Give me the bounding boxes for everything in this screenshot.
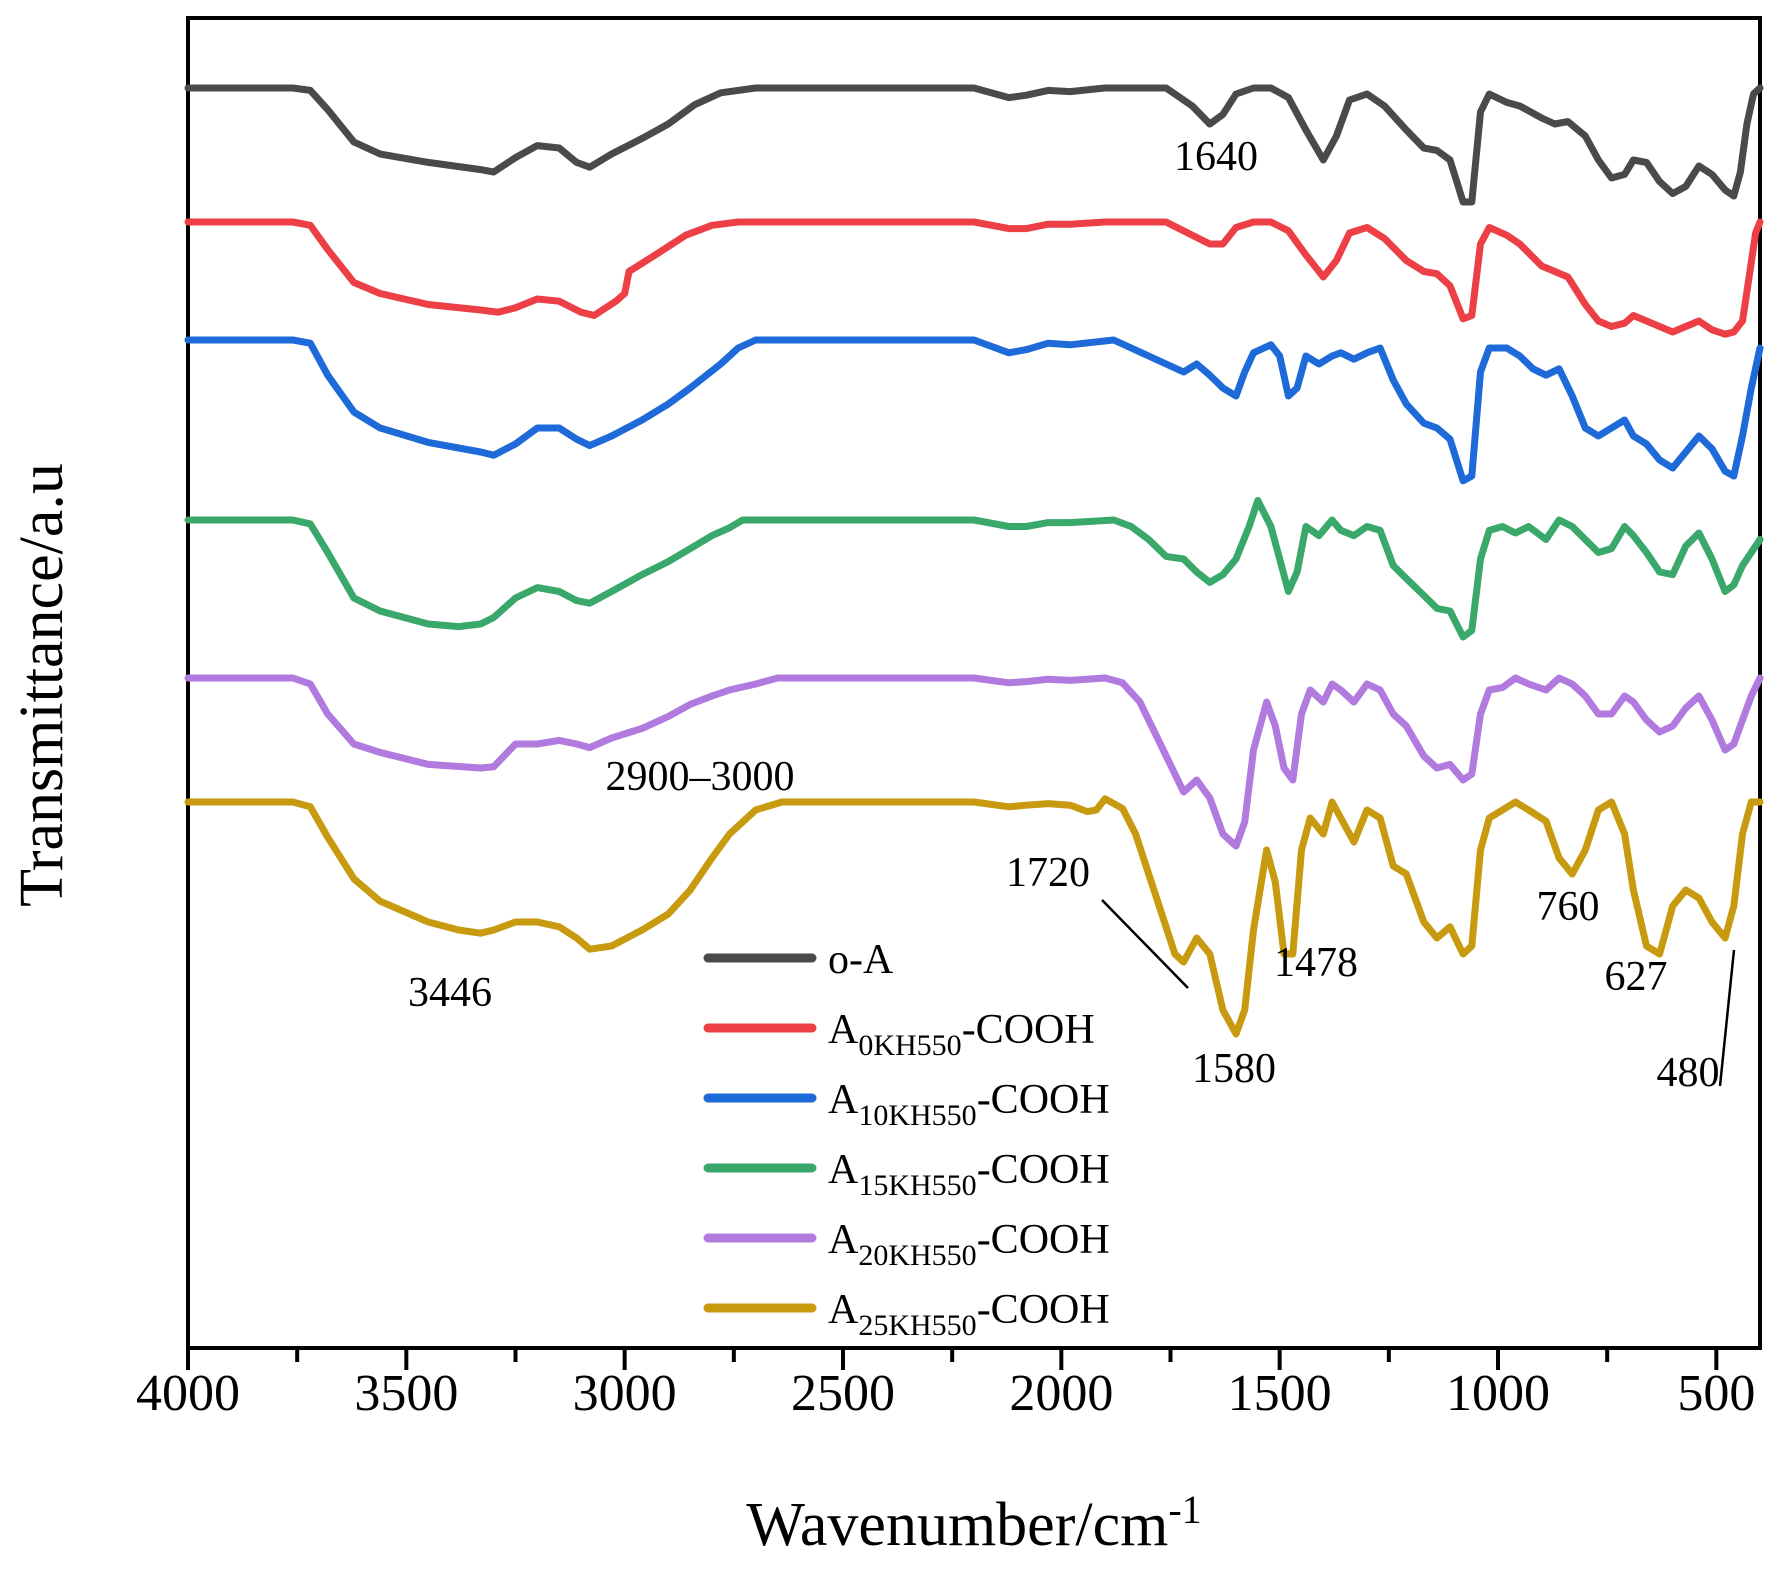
x-tick-label: 2500 (791, 1365, 895, 1422)
annotation-2900-3000: 2900–3000 (606, 754, 795, 800)
legend-label-tail: -COOH (977, 1217, 1110, 1263)
annotation-480: 480 (1657, 1050, 1720, 1096)
legend-label-tail: -COOH (977, 1287, 1110, 1333)
series-o-a (184, 84, 1764, 206)
series-a15kh550-cooh (184, 497, 1764, 641)
x-tick-label: 500 (1677, 1365, 1755, 1422)
annotation-3446: 3446 (408, 970, 492, 1016)
annotation-627: 627 (1605, 954, 1668, 1000)
legend-label-base: A (828, 1287, 859, 1333)
legend-label-subscript: 10KH550 (858, 1099, 976, 1132)
series-a10kh550-cooh (184, 336, 1764, 485)
legend-label: A15KH550-COOH (828, 1147, 1110, 1202)
legend-label: A25KH550-COOH (828, 1287, 1110, 1342)
x-tick-label: 1000 (1446, 1365, 1550, 1422)
legend-label-tail: -COOH (977, 1147, 1110, 1193)
legend-label-tail: -COOH (962, 1007, 1095, 1053)
x-tick-label: 1500 (1228, 1365, 1332, 1422)
y-axis-title: Transmittance/a.u (8, 463, 76, 907)
legend-label-base: o-A (828, 937, 894, 983)
annotation-1478: 1478 (1274, 940, 1358, 986)
x-tick-label: 2000 (1009, 1365, 1113, 1422)
series-a0kh550-cooh (184, 218, 1764, 338)
legend-label: o-A (828, 937, 894, 983)
legend-label-base: A (828, 1147, 859, 1193)
annotation-leader-1720 (1101, 899, 1189, 989)
legend-label-subscript: 20KH550 (858, 1239, 976, 1272)
x-axis-title: Wavenumber/cm-1 (746, 1487, 1201, 1559)
x-tick-label: 4000 (136, 1365, 240, 1422)
x-tick-label: 3500 (354, 1365, 458, 1422)
legend-label-base: A (828, 1217, 859, 1263)
annotation-leader-480 (1718, 949, 1736, 1087)
legend-label: A20KH550-COOH (828, 1217, 1110, 1272)
annotation-1580: 1580 (1192, 1046, 1276, 1092)
annotation-760: 760 (1537, 884, 1600, 930)
x-tick-label: 3000 (573, 1365, 677, 1422)
legend-label-subscript: 0KH550 (858, 1029, 961, 1062)
x-axis-title-superscript: -1 (1168, 1487, 1201, 1532)
legend: o-AA0KH550-COOHA10KH550-COOHA15KH550-COO… (703, 937, 1110, 1342)
legend-label: A0KH550-COOH (828, 1007, 1095, 1062)
legend-label-base: A (828, 1007, 859, 1053)
series-a20kh550-cooh (184, 674, 1764, 850)
annotation-1720: 1720 (1006, 850, 1090, 896)
legend-label-base: A (828, 1077, 859, 1123)
x-ticks: 4000 3500 3000 2500 2000 1500 1000 500 (136, 1348, 1755, 1422)
series-layer (184, 84, 1764, 1038)
legend-label-subscript: 15KH550 (858, 1169, 976, 1202)
legend-label-subscript: 25KH550 (858, 1309, 976, 1342)
annotation-1640: 1640 (1174, 134, 1258, 180)
legend-label: A10KH550-COOH (828, 1077, 1110, 1132)
legend-label-tail: -COOH (977, 1077, 1110, 1123)
x-axis-title-main: Wavenumber/cm (746, 1491, 1168, 1559)
series-a25kh550-cooh (184, 795, 1764, 1038)
